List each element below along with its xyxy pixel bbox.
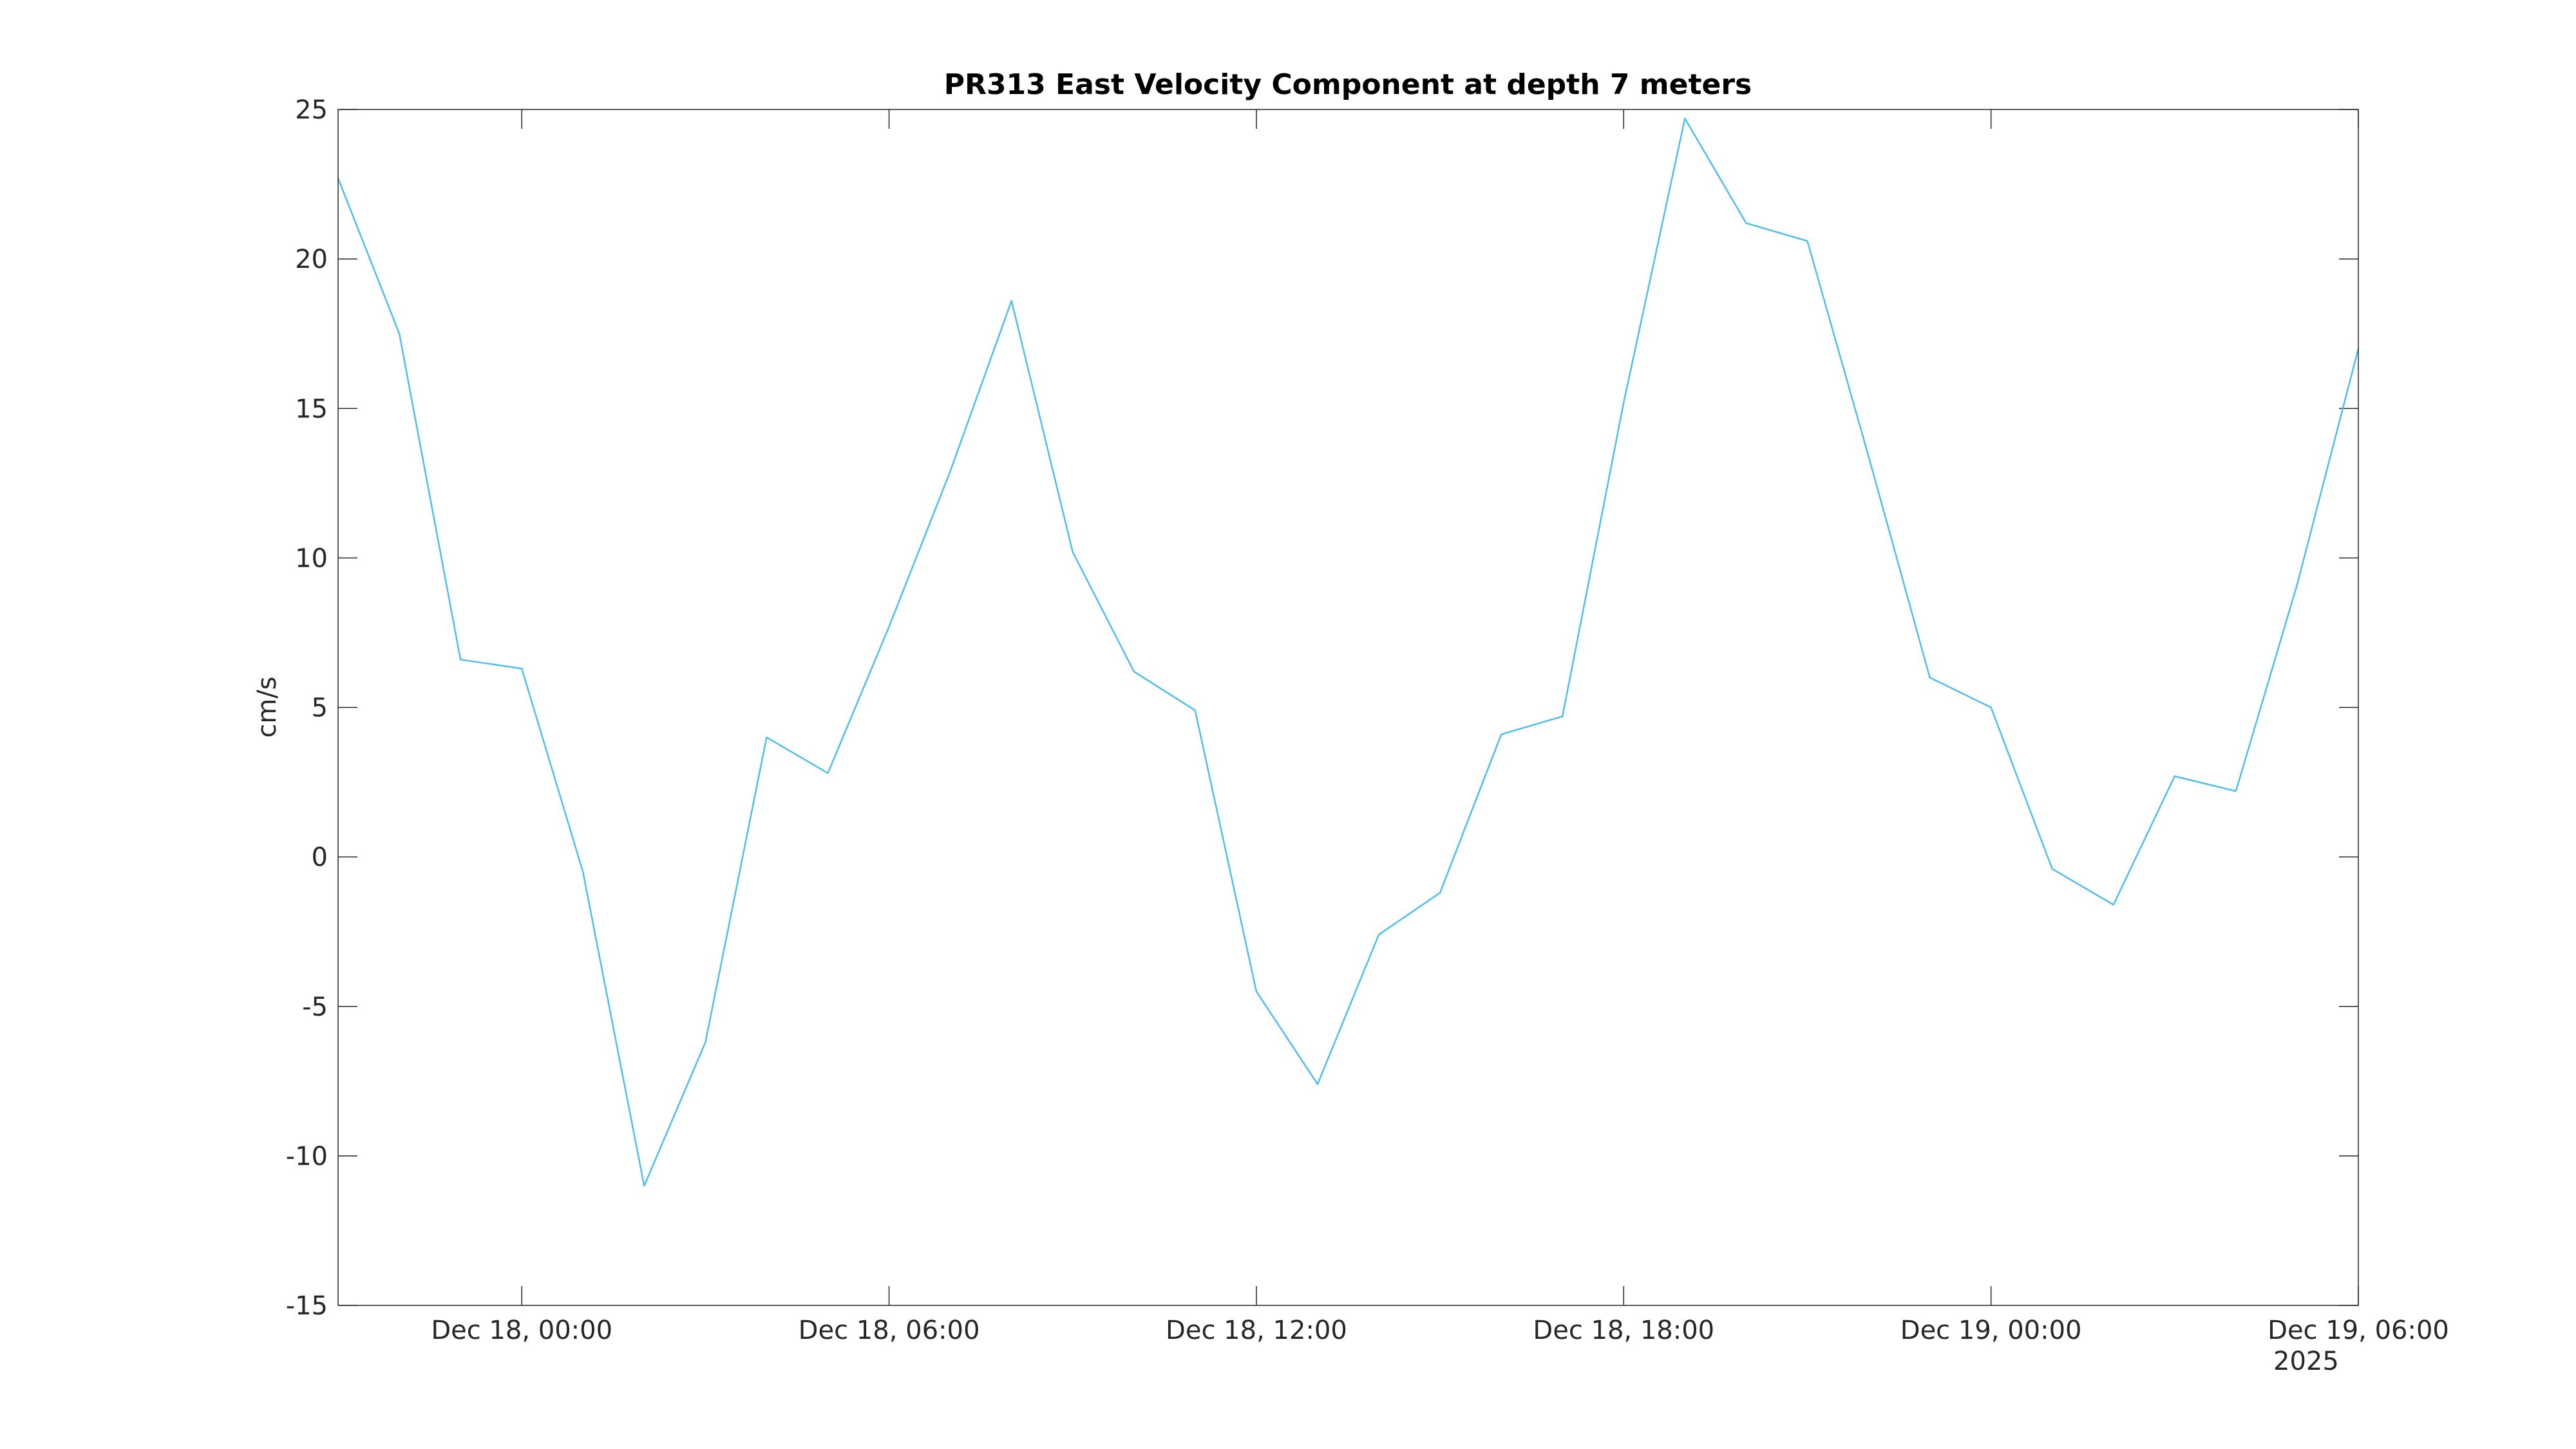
y-tick-label: -10 [286, 1142, 328, 1171]
y-tick-label: 10 [295, 544, 328, 573]
x-tick-label: Dec 19, 00:00 [1900, 1316, 2082, 1345]
axes-box [337, 109, 2359, 1306]
y-tick-label: 25 [295, 95, 328, 125]
y-tick-label: 0 [312, 843, 328, 873]
y-tick-label: -15 [286, 1291, 328, 1321]
x-tick-label: Dec 18, 00:00 [431, 1316, 612, 1345]
y-tick-label: -5 [302, 992, 328, 1022]
y-tick-label: 5 [312, 694, 328, 723]
x-axis: Dec 18, 00:00 Dec 18, 06:00 Dec 18, 12:00 D… [431, 109, 2449, 1345]
x-tick-label: Dec 19, 06:00 [2268, 1316, 2449, 1345]
series-line [337, 117, 2360, 1187]
chart-title: PR313 East Velocity Component at depth 7… [944, 68, 1752, 101]
x-tick-label: Dec 18, 12:00 [1166, 1316, 1347, 1345]
x-tick-label: Dec 18, 06:00 [799, 1316, 980, 1345]
x-axis-year-label: 2025 [2273, 1347, 2339, 1376]
y-tick-label: 20 [295, 245, 328, 274]
y-axis-label: cm/s [252, 676, 282, 737]
y-tick-label: 15 [295, 394, 328, 424]
plot-area [338, 109, 2358, 1305]
x-tick-label: Dec 18, 18:00 [1533, 1316, 1714, 1345]
series-layer [337, 117, 2360, 1187]
y-axis: -15 -10 -5 0 5 10 15 20 25 [286, 95, 2358, 1321]
